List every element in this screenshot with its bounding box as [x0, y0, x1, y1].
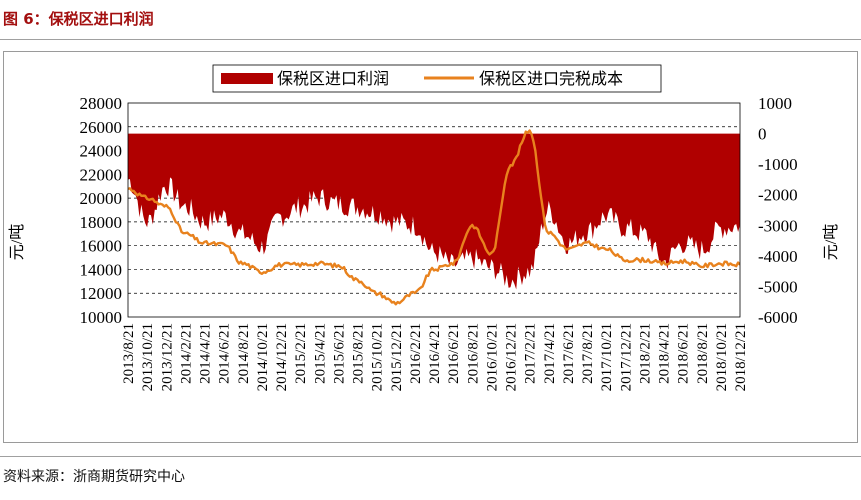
y-right-tick-label: -4000: [758, 247, 798, 266]
y-left-tick-label: 24000: [80, 142, 123, 161]
y-right-tick-label: -1000: [758, 155, 798, 174]
x-tick-label: 2015/2/21: [293, 323, 309, 384]
x-tick-label: 2018/8/21: [695, 323, 711, 384]
y-right-tick-label: -2000: [758, 186, 798, 205]
x-tick-label: 2015/6/21: [331, 323, 347, 384]
x-tick-label: 2016/2/21: [408, 323, 424, 384]
x-tick-label: 2015/12/21: [389, 323, 405, 391]
x-tick-label: 2017/2/21: [523, 323, 539, 384]
x-tick-label: 2013/12/21: [159, 323, 175, 391]
x-tick-label: 2016/4/21: [427, 323, 443, 384]
bottom-divider: [0, 456, 861, 457]
x-tick-label: 2013/10/21: [140, 323, 156, 391]
x-tick-label: 2014/6/21: [217, 323, 233, 384]
x-tick-label: 2016/10/21: [484, 323, 500, 391]
plot-border: [127, 102, 741, 318]
x-tick-label: 2014/12/21: [274, 323, 290, 391]
left-axis-label: 元/吨: [8, 224, 26, 260]
y-left-tick-label: 16000: [80, 237, 123, 256]
right-axis-ticks: -6000 -5000 -4000 -3000 -2000 -1000 0 1000: [758, 94, 798, 327]
source-note: 资料来源：浙商期货研究中心: [3, 469, 185, 485]
profit-area-layer: [128, 133, 740, 290]
cost-line: [128, 129, 740, 306]
x-tick-label: 2014/8/21: [236, 323, 252, 384]
y-right-tick-label: 1000: [758, 94, 792, 113]
x-tick-label: 2017/10/21: [599, 323, 615, 391]
x-axis-ticks: 2013/8/21 2013/10/21 2013/12/21 2014/2/21 20…: [121, 323, 749, 391]
y-left-tick-label: 22000: [80, 165, 123, 184]
x-tick-label: 2016/8/21: [465, 323, 481, 384]
x-tick-label: 2014/4/21: [198, 323, 214, 384]
chart-frame: 10000 12000 14000 16000 18000 20000 22000 24000…: [3, 51, 858, 443]
y-right-tick-label: 0: [758, 125, 767, 144]
figure-title: 图 6：保税区进口利润: [3, 10, 154, 28]
y-right-tick-label: -6000: [758, 308, 798, 327]
x-tick-label: 2016/12/21: [504, 323, 520, 391]
chart-svg: 1000012000140001600018000200002200024000…: [8, 64, 840, 391]
x-tick-label: 2018/6/21: [676, 323, 692, 384]
y-left-tick-label: 10000: [80, 308, 123, 327]
y-left-tick-label: 20000: [80, 189, 123, 208]
y-left-tick-label: 12000: [80, 284, 123, 303]
legend-label-cost: 保税区进口完税成本: [479, 70, 623, 88]
y-left-tick-label: 14000: [80, 260, 123, 279]
legend-swatch-profit: [221, 73, 273, 84]
profit-area: [128, 133, 740, 290]
y-right-tick-label: -5000: [758, 277, 798, 296]
left-axis-ticks: 10000 12000 14000 16000 18000 20000 22000 24000…: [80, 94, 123, 327]
legend-label-profit: 保税区进口利润: [277, 70, 389, 88]
x-tick-label: 2014/10/21: [255, 323, 271, 391]
x-tick-label: 2013/8/21: [121, 323, 137, 384]
x-tick-label: 2018/4/21: [657, 323, 673, 384]
x-tick-label: 2017/8/21: [580, 323, 596, 384]
top-divider: [0, 39, 861, 40]
x-tick-label: 2014/2/21: [178, 323, 194, 384]
x-tick-label: 2015/4/21: [312, 323, 328, 384]
x-tick-label: 2018/10/21: [714, 323, 730, 391]
x-tick-label: 2015/10/21: [370, 323, 386, 391]
x-tick-label: 2017/6/21: [561, 323, 577, 384]
cost-line-layer: [128, 129, 740, 306]
right-axis-label: 元/吨: [822, 224, 840, 260]
legend: 保税区进口利润 保税区进口完税成本: [212, 64, 662, 93]
x-tick-label: 2017/4/21: [542, 323, 558, 384]
x-tick-label: 2018/12/21: [733, 323, 749, 391]
x-tick-label: 2015/8/21: [351, 323, 367, 384]
y-left-tick-label: 26000: [80, 118, 123, 137]
x-tick-label: 2017/12/21: [618, 323, 634, 391]
y-right-tick-label: -3000: [758, 216, 798, 235]
y-left-tick-label: 28000: [80, 94, 123, 113]
x-tick-label: 2018/2/21: [637, 323, 653, 384]
x-tick-label: 2016/6/21: [446, 323, 462, 384]
y-left-tick-label: 18000: [80, 213, 123, 232]
